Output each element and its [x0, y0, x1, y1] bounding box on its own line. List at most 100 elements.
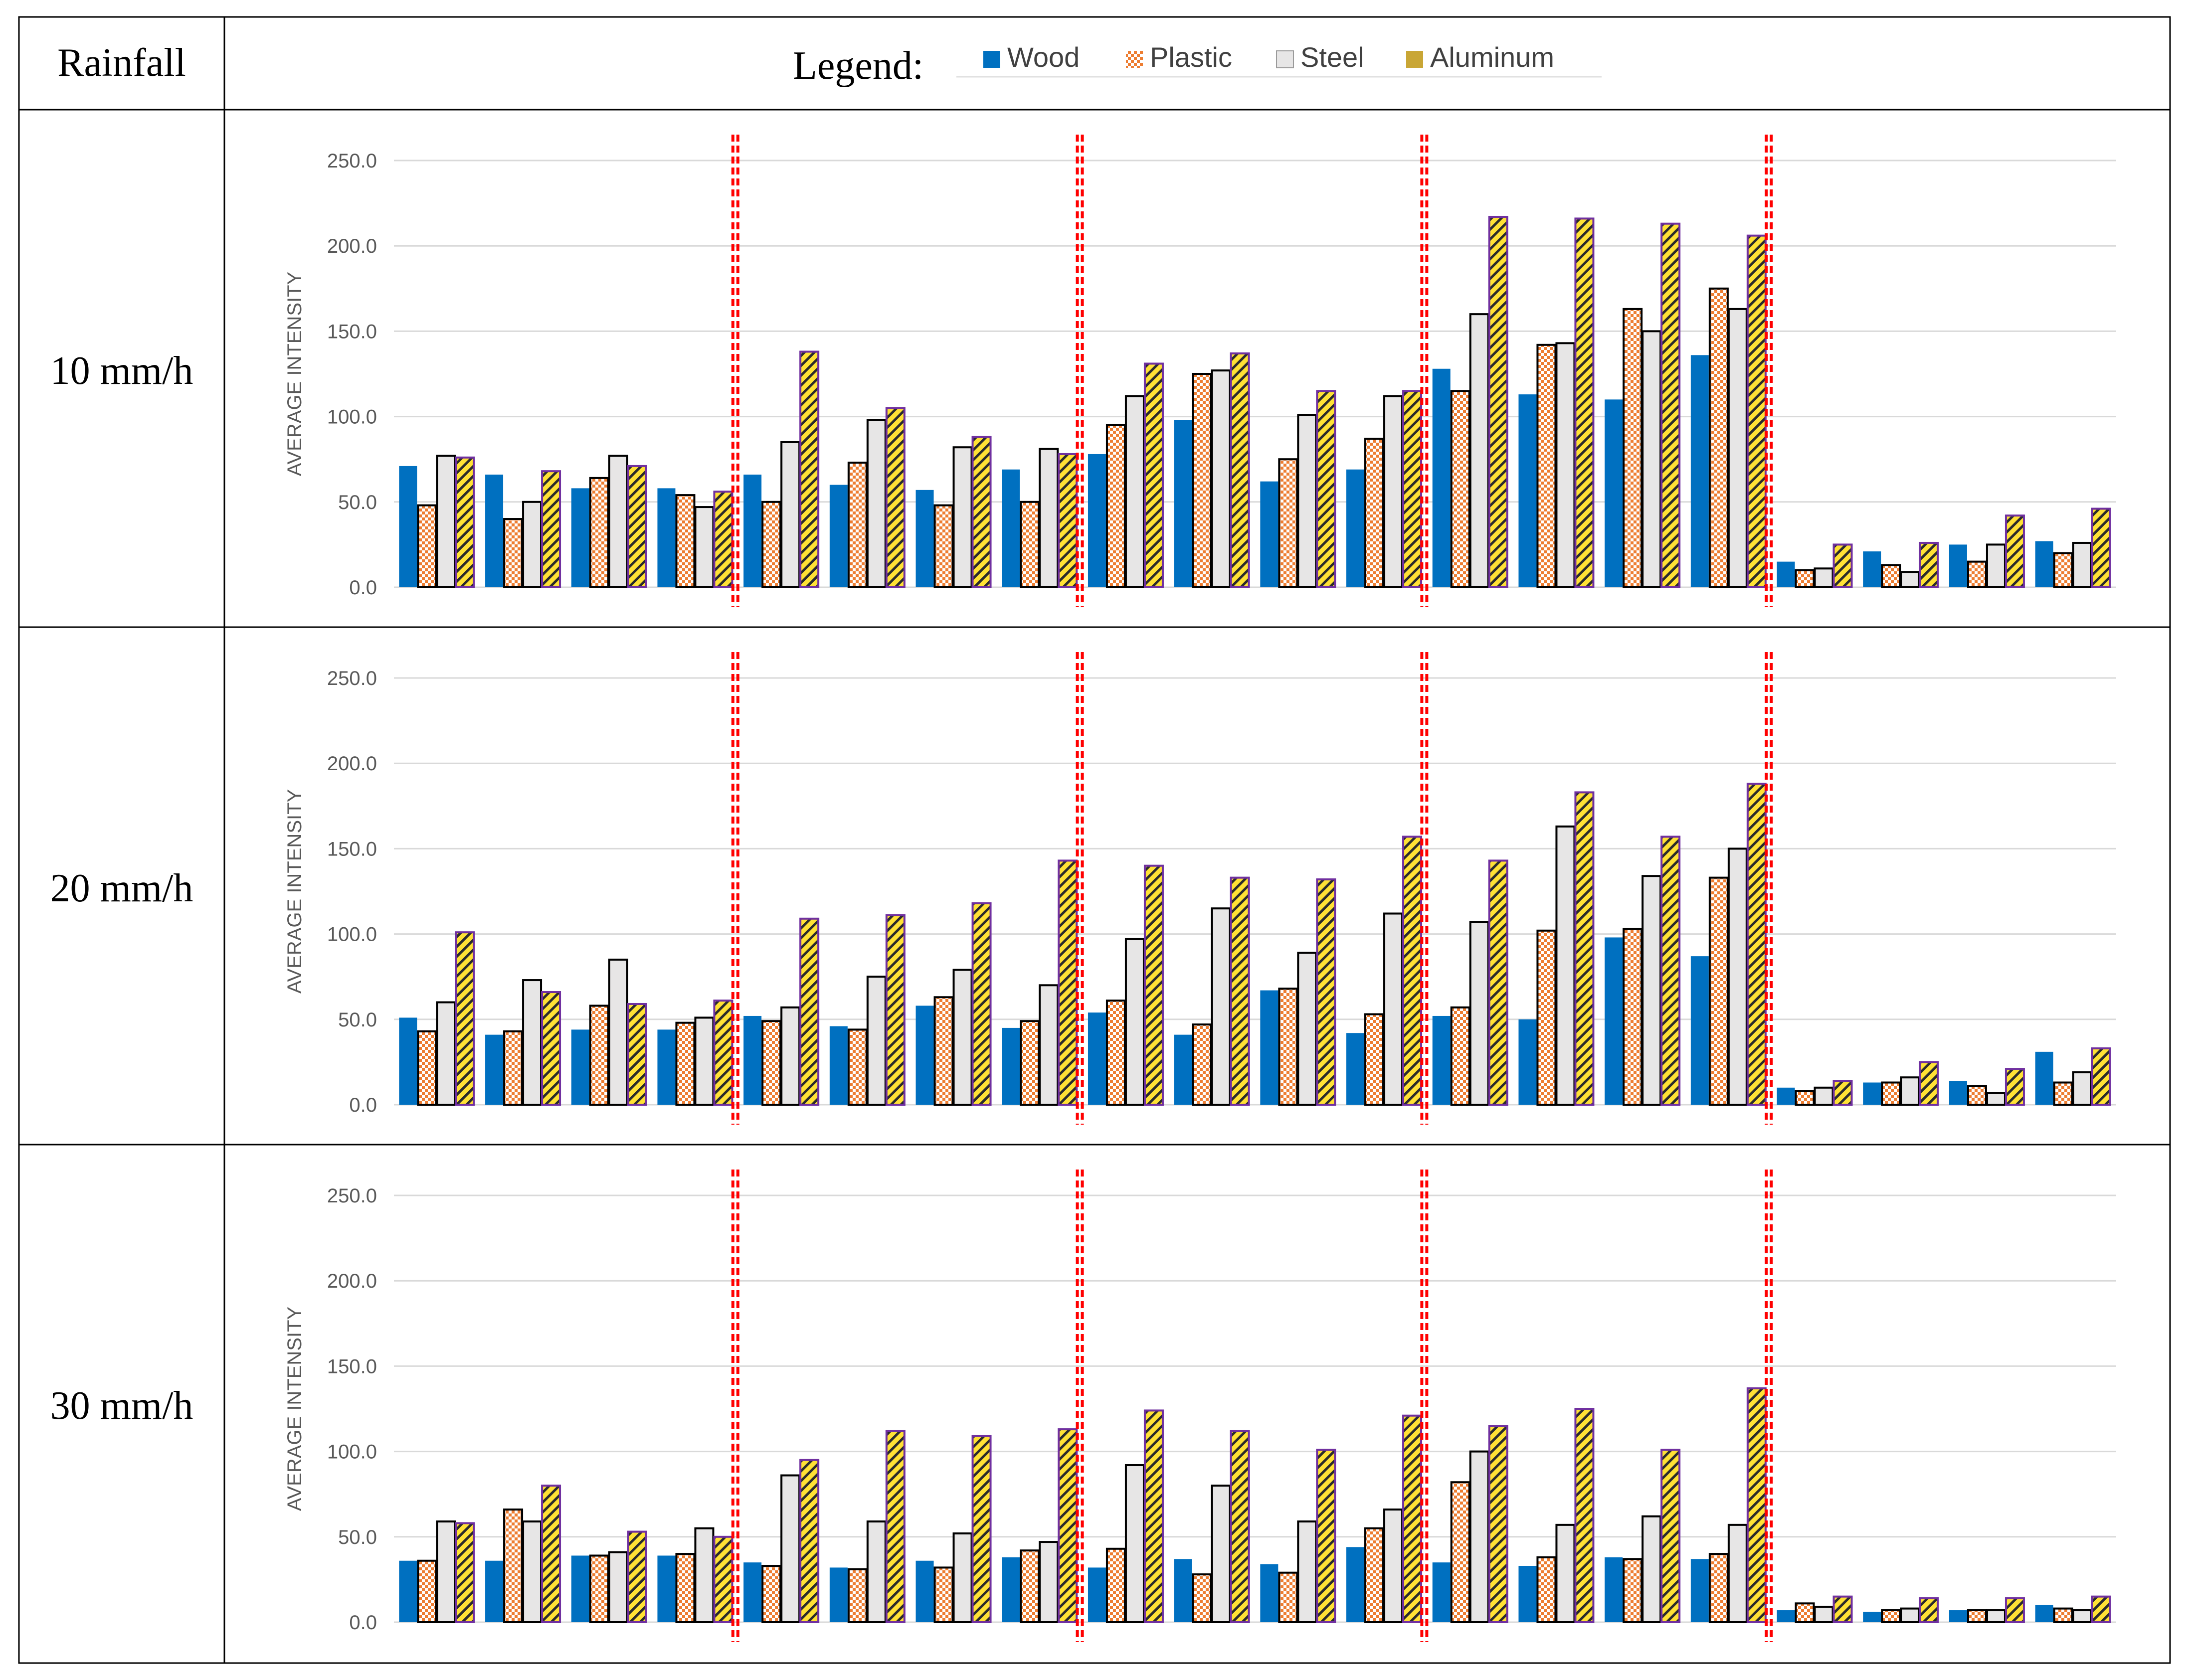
- bar-steel: [1039, 448, 1059, 588]
- y-tick-label: 100.0: [327, 406, 377, 428]
- bar-steel: [1900, 1076, 1920, 1106]
- bar-plastic: [1450, 390, 1470, 588]
- bar-steel: [866, 976, 887, 1106]
- bar-wood: [915, 1006, 934, 1105]
- bar-plastic: [847, 1568, 868, 1623]
- bar-wood: [1518, 1019, 1537, 1105]
- y-axis-label: AVERAGE INTENSITY: [284, 1307, 306, 1511]
- bar-aluminum: [1402, 1414, 1423, 1624]
- bar-wood: [1949, 1081, 1967, 1105]
- bar-plastic: [1192, 373, 1212, 588]
- bar-plastic: [933, 1566, 954, 1623]
- bar-aluminum: [1919, 541, 1939, 588]
- legend-plastic-text: Plastic: [1150, 41, 1232, 73]
- bar-steel: [952, 1532, 973, 1623]
- bar-plastic: [933, 504, 954, 589]
- bar-steel: [608, 958, 628, 1106]
- bar-wood: [1346, 1547, 1365, 1622]
- bar-steel: [780, 441, 801, 589]
- bar-steel: [1469, 921, 1489, 1106]
- bar-plastic: [1364, 1527, 1385, 1623]
- bar-wood: [1174, 420, 1192, 587]
- bar-aluminum: [1574, 791, 1595, 1106]
- bar-steel: [1555, 1523, 1576, 1624]
- bar-plastic: [1881, 1081, 1901, 1106]
- bar-steel: [1727, 1523, 1748, 1624]
- bar-aluminum: [1746, 783, 1767, 1106]
- bar-plastic: [1020, 501, 1040, 588]
- bar-steel: [2072, 541, 2092, 588]
- bar-plastic: [589, 1005, 609, 1106]
- bar-wood: [1863, 1082, 1881, 1105]
- bar-plastic: [1967, 560, 1987, 589]
- bar-steel: [1900, 1607, 1920, 1623]
- bar-aluminum: [2005, 1068, 2025, 1106]
- bar-plastic: [1192, 1573, 1212, 1623]
- bar-steel: [1986, 543, 2006, 589]
- bar-plastic: [761, 1020, 782, 1106]
- bar-steel: [1469, 1450, 1489, 1624]
- bar-aluminum: [1574, 217, 1595, 588]
- bar-aluminum: [971, 902, 992, 1106]
- bar-wood: [1949, 1610, 1967, 1622]
- bar-wood: [1002, 1027, 1020, 1105]
- bar-steel: [780, 1006, 801, 1106]
- bar-plastic: [1020, 1020, 1040, 1106]
- bar-steel: [1039, 984, 1059, 1106]
- bar-steel: [1383, 912, 1404, 1106]
- table-frame: [18, 16, 2171, 1664]
- bar-steel: [1469, 313, 1489, 588]
- bar-plastic: [1536, 343, 1557, 588]
- bar-plastic: [1967, 1085, 1987, 1106]
- bar-plastic: [503, 1030, 524, 1106]
- y-tick-label: 250.0: [327, 1185, 377, 1207]
- bar-plastic: [675, 494, 696, 588]
- y-tick-label: 50.0: [338, 1526, 377, 1548]
- bar-plastic: [933, 996, 954, 1106]
- bar-plastic: [1708, 287, 1729, 588]
- y-tick-label: 100.0: [327, 924, 377, 946]
- bar-steel: [1211, 369, 1231, 588]
- legend-steel-text: Steel: [1300, 41, 1364, 73]
- bar-steel: [952, 446, 973, 588]
- bar-steel: [1814, 1606, 1834, 1624]
- bar-aluminum: [1058, 453, 1078, 588]
- y-tick-label: 0.0: [349, 1094, 377, 1116]
- bar-plastic: [503, 518, 524, 589]
- bar-plastic: [1105, 1547, 1126, 1624]
- y-tick-label: 0.0: [349, 1612, 377, 1634]
- bar-steel: [1641, 875, 1662, 1106]
- bar-aluminum: [713, 1535, 733, 1624]
- bar-steel: [694, 1527, 715, 1623]
- bar-aluminum: [541, 470, 561, 589]
- bar-plastic: [1192, 1023, 1212, 1106]
- bar-wood: [2035, 1051, 2053, 1105]
- bar-aluminum: [1832, 1595, 1853, 1623]
- bar-wood: [571, 488, 589, 587]
- bar-aluminum: [1832, 543, 1853, 589]
- bar-wood: [1432, 1562, 1451, 1622]
- bar-aluminum: [1919, 1597, 1939, 1623]
- bar-steel: [436, 1520, 456, 1623]
- bar-wood: [571, 1555, 589, 1622]
- bar-plastic: [1881, 1609, 1901, 1623]
- bar-aluminum: [1488, 859, 1508, 1106]
- bar-wood: [571, 1029, 589, 1105]
- bar-plastic: [1708, 1553, 1729, 1624]
- bar-plastic: [1364, 438, 1385, 588]
- bar-plastic: [675, 1553, 696, 1624]
- bar-aluminum: [2005, 514, 2025, 589]
- bar-wood: [1690, 956, 1709, 1105]
- bar-aluminum: [1488, 215, 1508, 588]
- bar-aluminum: [1832, 1080, 1853, 1106]
- bar-plastic: [847, 462, 868, 588]
- rainfall-label-20: 20 mm/h: [50, 866, 193, 910]
- bar-wood: [1002, 1557, 1020, 1622]
- chart-30mm: 0.0 50.0 100.0 150.0 200.0 250.0 AVERAGE INTEN…: [284, 1170, 2116, 1642]
- y-tick-label: 0.0: [349, 577, 377, 599]
- bar-aluminum: [1316, 878, 1336, 1106]
- bar-aluminum: [2091, 1595, 2111, 1623]
- bar-wood: [1949, 544, 1967, 587]
- bar-aluminum: [1488, 1425, 1508, 1623]
- rainfall-label-30: 30 mm/h: [50, 1384, 193, 1428]
